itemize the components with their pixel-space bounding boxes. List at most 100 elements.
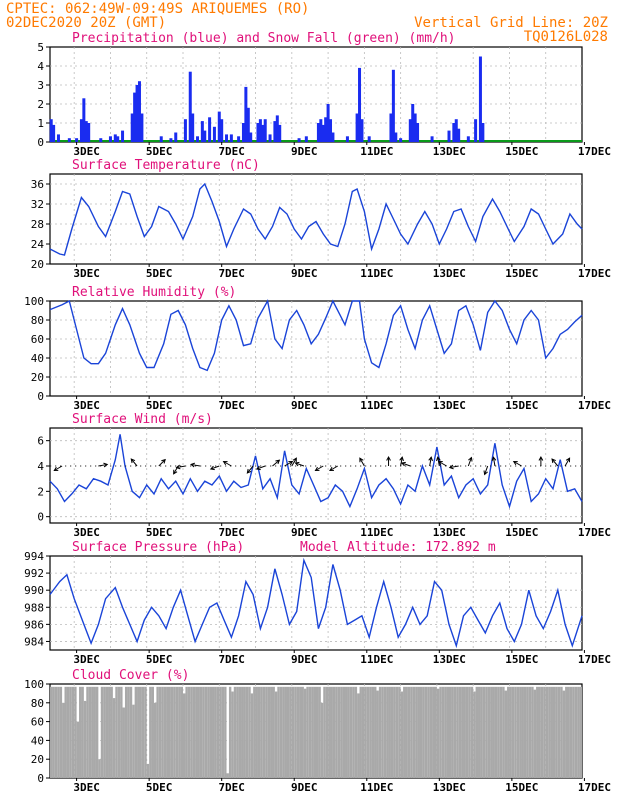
cloud-bar	[224, 686, 227, 778]
cloud-bar	[238, 686, 242, 778]
panel-temp: Surface Temperature (nC) 20 24 28 32 36 3DEC 5D…	[31, 158, 611, 280]
precip-bar	[75, 138, 79, 142]
cloud-bar	[108, 686, 111, 778]
wind-arrow-shaft	[130, 458, 138, 467]
precip-bar	[457, 128, 461, 142]
cloud-bar	[192, 686, 196, 778]
cloud-bar	[577, 686, 580, 778]
cloud-bar	[54, 686, 58, 778]
cloud-bar	[516, 686, 520, 778]
cloud-bar	[480, 686, 483, 778]
y-tick-label: 20	[31, 371, 44, 384]
cloud-bar	[540, 686, 544, 778]
wind-arrow-head	[437, 460, 443, 466]
x-tick-label: 17DEC	[578, 267, 611, 280]
cloud-bar	[369, 686, 372, 778]
cloud-bar	[168, 686, 171, 778]
wind-arrow-shaft	[158, 459, 166, 467]
y-tick-label: 0	[37, 136, 44, 149]
wind-arrow	[158, 458, 166, 467]
wind-arrow	[272, 459, 281, 467]
cloud-bar	[204, 686, 208, 778]
y-tick-label: 20	[31, 258, 44, 271]
precip-bar	[261, 124, 265, 142]
x-tick-label: 9DEC	[291, 145, 318, 158]
cloud-bar	[221, 686, 225, 778]
cloud-bar	[161, 686, 164, 778]
cloud-bar	[318, 686, 321, 778]
cloud-bar	[473, 691, 476, 778]
cloud-bar	[449, 686, 452, 778]
wind-arrow	[314, 465, 324, 472]
cloud-bar	[545, 686, 549, 778]
y-tick-label: 0	[37, 511, 44, 524]
cloud-bar	[528, 686, 532, 778]
precip-bar	[169, 138, 173, 142]
precip-bar	[263, 119, 267, 142]
precip-bar	[416, 123, 420, 142]
cloud-bar	[453, 686, 457, 778]
wind-arrow	[483, 465, 489, 476]
precip-bar	[159, 136, 163, 142]
wind-arrow-head	[565, 457, 571, 463]
cloud-bar	[286, 686, 290, 778]
y-tick-label: 40	[31, 734, 44, 747]
cloud-bar	[209, 686, 213, 778]
precip-bar	[49, 119, 53, 142]
cloud-bar	[507, 686, 510, 778]
cloud-bar	[499, 686, 503, 778]
precip-bar	[137, 81, 141, 142]
cloud-bar	[349, 686, 353, 778]
precip-bar	[237, 136, 241, 142]
precip-bar	[360, 119, 364, 142]
wind-arrow-head	[292, 457, 297, 463]
precip-bar	[249, 132, 253, 142]
precip-bar	[203, 130, 207, 142]
x-tick-label: 9DEC	[291, 653, 318, 666]
cloud-bar	[175, 686, 179, 778]
cloud-bar	[531, 686, 534, 778]
cloud-bar	[320, 702, 324, 778]
cloud-bar	[197, 686, 200, 778]
cloud-bar	[316, 686, 319, 778]
cloud-bar	[574, 686, 578, 778]
cloud-bar	[144, 686, 147, 778]
wind-line	[49, 434, 583, 509]
cloud-bar	[432, 686, 435, 778]
cloud-bar	[64, 686, 67, 778]
cloud-bar	[122, 707, 125, 778]
cloud-bar	[490, 686, 493, 778]
cloud-bar	[509, 686, 512, 778]
x-tick-label: 13DEC	[433, 145, 466, 158]
x-tick-label: 5DEC	[146, 267, 173, 280]
x-tick-label: 7DEC	[218, 267, 245, 280]
cloud-bar	[166, 686, 169, 778]
wind-arrow	[294, 461, 305, 467]
cloud-bar	[66, 686, 70, 778]
wind-arrow-head	[491, 456, 497, 462]
wind-arrow	[400, 461, 411, 467]
wind-arrow	[98, 462, 109, 468]
cloud-bar	[332, 686, 336, 778]
cloud-bar	[436, 688, 440, 778]
cloud-bar	[502, 686, 505, 778]
cloud-bar	[405, 686, 408, 778]
x-tick-label: 9DEC	[291, 267, 318, 280]
cloud-bar	[137, 686, 140, 778]
cloud-bar	[422, 686, 425, 778]
precip-bar	[345, 136, 349, 142]
cloud-bar	[195, 686, 198, 778]
cloud-bar	[390, 686, 394, 778]
x-tick-label: 3DEC	[73, 399, 100, 412]
wind-arrow-head	[512, 460, 518, 466]
cloud-bar	[245, 686, 249, 778]
cloud-bar	[538, 686, 541, 778]
cloud-bar	[381, 686, 384, 778]
precip-bar	[316, 123, 320, 142]
wind-arrow-head	[359, 457, 364, 463]
panel-frame	[49, 300, 583, 397]
wind-arrow-head	[246, 468, 252, 474]
cloud-bar	[439, 686, 442, 778]
wind-arrow-shaft	[329, 465, 339, 471]
